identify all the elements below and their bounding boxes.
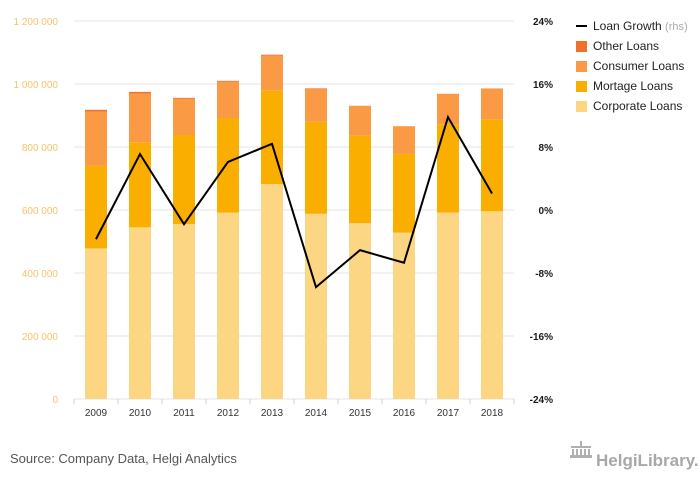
bar-segment: [305, 89, 327, 122]
bar-segment: [481, 88, 503, 120]
bar-segment: [217, 118, 239, 213]
legend-label: Consumer Loans: [593, 59, 684, 73]
y-tick-label: 600 000: [22, 206, 59, 217]
bar-segment: [481, 211, 503, 399]
y-tick-label: 1 200 000: [14, 17, 59, 28]
brand-name: HelgiLibrary.: [596, 451, 699, 470]
bar-segment: [129, 91, 151, 94]
x-tick-label: 2016: [393, 408, 416, 419]
legend-swatch: [576, 81, 587, 92]
y-tick-label: 1 000 000: [14, 80, 59, 91]
library-building-icon: [570, 441, 592, 458]
bar-segment: [85, 165, 107, 249]
legend-label: Loan Growth (rhs): [593, 19, 688, 33]
bar-segment: [217, 81, 239, 119]
x-tick-label: 2009: [85, 408, 108, 419]
bar-segment: [349, 135, 371, 224]
bar-segment: [437, 212, 459, 399]
bar-segment: [261, 55, 283, 91]
x-tick-label: 2014: [305, 408, 328, 419]
y-axis-left: 0 200 000 400 000 600 000 800 000 1 000 000 1 …: [14, 17, 59, 406]
legend-label: Mortage Loans: [593, 79, 673, 93]
bar-segment: [349, 223, 371, 399]
bar-segment: [393, 153, 415, 233]
legend-label: Other Loans: [593, 39, 659, 53]
bar-segment: [393, 126, 415, 154]
bar-segment: [217, 80, 239, 82]
x-tick-label: 2012: [217, 408, 240, 419]
x-tick-label: 2015: [349, 408, 372, 419]
bar-segment: [129, 93, 151, 143]
y2-tick-label: 24%: [533, 17, 553, 28]
bar-segment: [173, 135, 195, 225]
helgi-library-logo: HelgiLibrary.: [570, 441, 699, 470]
bar-segment: [393, 232, 415, 399]
bar-segment: [305, 121, 327, 214]
bar-segment: [437, 124, 459, 213]
bars: [85, 54, 503, 399]
growth-line: [95, 114, 493, 289]
legend-swatch: [576, 41, 587, 52]
bar-segment: [173, 97, 195, 99]
bar-segment: [129, 227, 151, 399]
y-axis-right: -24% -16% -8% 0% 8% 16% 24%: [530, 17, 553, 406]
bar-segment: [261, 184, 283, 399]
bar-segment: [437, 93, 459, 125]
bar-segment: [217, 212, 239, 399]
bar-segment: [173, 224, 195, 399]
bar-segment: [85, 248, 107, 399]
bar-segment: [481, 119, 503, 212]
y-tick-label: 200 000: [22, 332, 59, 343]
source-note: Source: Company Data, Helgi Analytics: [10, 451, 237, 466]
x-tick-label: 2011: [173, 408, 195, 419]
y2-tick-label: -24%: [530, 395, 553, 406]
bar-segment: [261, 54, 283, 56]
bar-segment: [349, 105, 371, 136]
y2-tick-label: 0%: [539, 206, 554, 217]
x-tick-label: 2017: [437, 408, 460, 419]
bar-segment: [305, 213, 327, 399]
legend-swatch: [576, 61, 587, 72]
bar-segment: [305, 88, 327, 90]
legend-label: Corporate Loans: [593, 99, 682, 113]
loan-growth-line: [95, 114, 493, 289]
y-tick-label: 400 000: [22, 269, 59, 280]
legend-swatch: [576, 101, 587, 112]
y2-tick-label: -16%: [530, 332, 553, 343]
y-tick-label: 0: [52, 395, 58, 406]
legend: Loan Growth (rhs) Other Loans Consumer Loa…: [576, 19, 688, 113]
y-tick-label: 800 000: [22, 143, 59, 154]
y2-tick-label: 8%: [539, 143, 554, 154]
y2-tick-label: -8%: [535, 269, 553, 280]
bar-segment: [173, 98, 195, 136]
bar-segment: [85, 109, 107, 112]
x-tick-label: 2013: [261, 408, 284, 419]
x-tick-label: 2018: [481, 408, 504, 419]
x-tick-label: 2010: [129, 408, 152, 419]
bar-segment: [85, 111, 107, 166]
x-axis: 2009 2010 2011 2012 2013 2014 2015 2016 2017 2018: [85, 408, 504, 419]
y2-tick-label: 16%: [533, 80, 553, 91]
